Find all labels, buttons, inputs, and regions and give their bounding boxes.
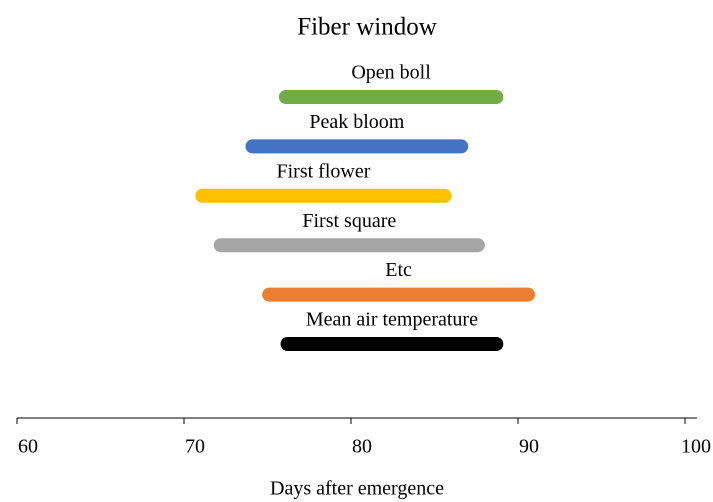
x-tick-label: 60 bbox=[18, 436, 38, 458]
bar-label: First square bbox=[302, 210, 396, 232]
bar-label: Open boll bbox=[351, 62, 431, 84]
bar-label: Etc bbox=[385, 259, 412, 281]
x-axis-label: Days after emergence bbox=[270, 478, 444, 500]
x-tick-label: 100 bbox=[681, 436, 711, 458]
chart-title: Fiber window bbox=[297, 14, 437, 41]
x-tick-label: 80 bbox=[352, 436, 372, 458]
bar-label: Mean air temperature bbox=[306, 309, 478, 331]
bar-label: Peak bloom bbox=[309, 111, 404, 133]
x-tick-label: 70 bbox=[185, 436, 205, 458]
bar-label: First flower bbox=[276, 160, 370, 182]
x-tick-label: 90 bbox=[519, 436, 539, 458]
